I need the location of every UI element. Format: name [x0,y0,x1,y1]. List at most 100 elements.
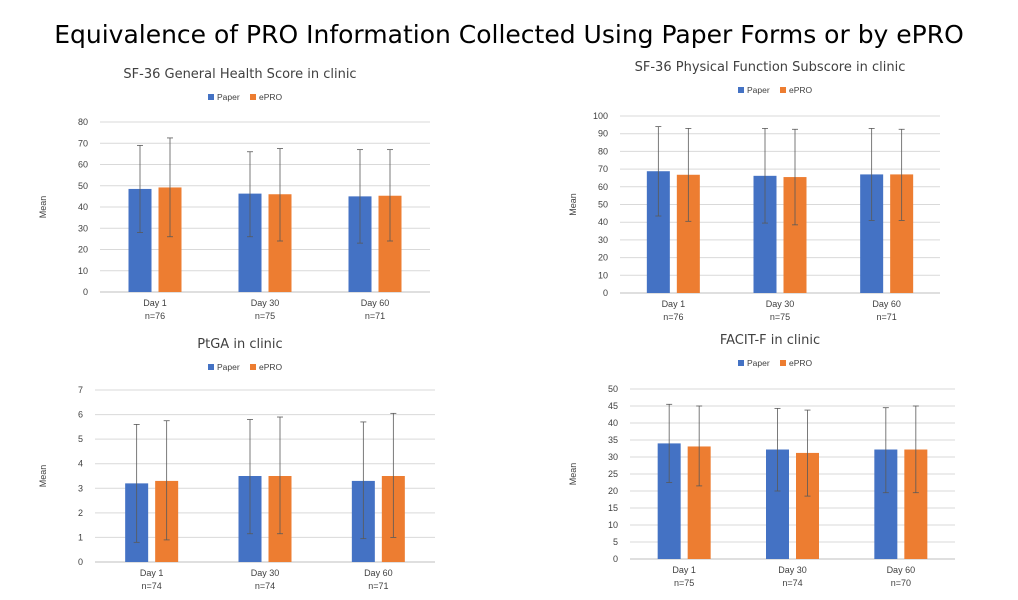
y-tick-label: 40 [608,418,618,428]
chart-title: SF-36 Physical Function Subscore in clin… [635,60,906,75]
bar-paper-day-30 [238,193,262,292]
legend-label-paper: Paper [747,85,770,95]
legend-label-paper: Paper [217,362,240,372]
y-tick-label: 0 [83,287,88,297]
bar-epro-day-30 [783,177,807,293]
y-tick-label: 20 [78,245,88,255]
error-bar [247,151,253,238]
error-bar [390,412,397,538]
error-bar [137,144,143,233]
legend-swatch-paper [208,364,214,370]
y-tick-label: 60 [598,182,608,192]
bar-epro-day-30 [268,194,292,292]
legend-swatch-epro [780,360,786,366]
legend-label-paper: Paper [747,358,770,368]
x-category-n-label: n=76 [145,311,165,321]
error-bar [882,407,889,494]
y-tick-label: 1 [78,532,83,542]
x-category-n-label: n=71 [365,311,385,321]
y-tick-label: 80 [598,146,608,156]
chart-panel-general-health: SF-36 General Health Score in clinic Pape… [30,60,450,330]
y-axis-label: Mean [568,463,578,486]
legend-swatch-epro [250,94,256,100]
chart-title: FACIT-F in clinic [720,333,820,348]
x-category-n-label: n=76 [663,312,683,322]
error-bar [792,128,798,226]
x-category-n-label: n=71 [368,581,388,591]
y-axis-label: Mean [568,193,578,216]
y-tick-label: 0 [613,554,618,564]
y-tick-label: 45 [608,401,618,411]
y-tick-label: 50 [598,200,608,210]
legend-swatch-epro [780,87,786,93]
x-category-n-label: n=75 [674,578,694,588]
bar-epro-day-60 [890,174,914,293]
y-tick-label: 80 [78,117,88,127]
x-category-label: Day 1 [662,299,686,309]
x-category-n-label: n=71 [877,312,897,322]
y-tick-label: 30 [598,235,608,245]
y-tick-label: 25 [608,469,618,479]
error-bar [696,405,703,487]
y-tick-label: 10 [598,270,608,280]
error-bar [685,127,692,222]
x-category-n-label: n=70 [891,578,911,588]
error-bar [762,127,768,224]
legend-swatch-paper [738,87,744,93]
bar-paper-day-60 [874,449,898,559]
x-category-n-label: n=74 [255,581,275,591]
x-category-label: Day 60 [361,298,390,308]
error-bar [868,127,875,221]
error-bar [357,149,363,244]
y-tick-label: 4 [78,459,83,469]
y-tick-label: 15 [608,503,618,513]
error-bar [360,421,367,540]
chart-facit-f: FACIT-F in clinic Paper ePRO 0 5 10 15 20 25 30 35… [568,333,955,588]
error-bar [167,137,173,238]
legend-swatch-paper [738,360,744,366]
y-tick-label: 2 [78,508,83,518]
y-tick-label: 60 [78,160,88,170]
y-tick-label: 50 [608,384,618,394]
x-category-label: Day 30 [766,299,795,309]
error-bar [163,420,170,541]
chart-panel-facit-f: FACIT-F in clinic Paper ePRO 0 5 10 15 20 25 30 35… [560,328,980,598]
y-tick-label: 30 [78,223,88,233]
x-category-label: Day 1 [140,568,164,578]
chart-panel-ptga: PtGA in clinic Paper ePRO 0 1 2 3 4 5 6 7 Mean Day 1… [30,330,450,598]
error-bar [655,126,662,217]
bar-epro-day-30 [796,452,819,559]
legend-label-epro: ePRO [259,362,283,372]
y-tick-label: 20 [608,486,618,496]
bar-epro-day-60 [378,195,402,292]
y-axis-label: Mean [38,196,48,219]
y-tick-label: 40 [598,217,608,227]
bar-epro-day-60 [904,449,928,559]
error-bar [774,407,781,492]
chart-ptga: PtGA in clinic Paper ePRO 0 1 2 3 4 5 6 7 Mean Day 1… [38,337,435,591]
bar-epro-day-1 [687,446,711,559]
error-bar [898,128,905,221]
error-bar [277,416,283,535]
y-tick-label: 30 [608,452,618,462]
chart-general-health: SF-36 General Health Score in clinic Pape… [38,67,430,321]
y-tick-label: 50 [78,181,88,191]
x-category-n-label: n=74 [782,578,802,588]
chart-physical-function: SF-36 Physical Function Subscore in clin… [568,60,940,322]
chart-title: PtGA in clinic [197,337,282,352]
bar-paper-day-30 [753,175,777,293]
bar-paper-day-1 [657,443,681,559]
y-tick-label: 0 [603,288,608,298]
x-category-label: Day 60 [364,568,393,578]
y-tick-label: 35 [608,435,618,445]
y-tick-label: 90 [598,129,608,139]
legend-label-paper: Paper [217,92,240,102]
error-bar [912,405,919,494]
y-tick-label: 20 [598,253,608,263]
bar-epro-day-1 [158,187,182,292]
x-category-label: Day 30 [251,298,280,308]
bar-paper-day-60 [860,174,884,293]
x-category-label: Day 1 [672,565,696,575]
y-tick-label: 40 [78,202,88,212]
x-category-label: Day 1 [143,298,167,308]
